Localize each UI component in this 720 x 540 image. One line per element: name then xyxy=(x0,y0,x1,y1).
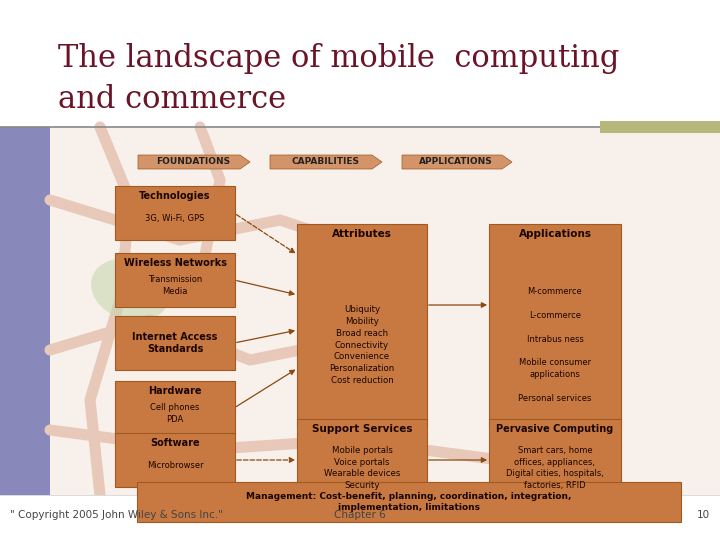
Bar xyxy=(600,121,720,133)
Text: APPLICATIONS: APPLICATIONS xyxy=(419,158,493,166)
Text: Software: Software xyxy=(150,438,200,448)
Text: Technologies: Technologies xyxy=(139,191,211,201)
FancyBboxPatch shape xyxy=(489,419,621,501)
Text: M-commerce

L-commerce

Intrabus ness

Mobile consumer
applications

Personal se: M-commerce L-commerce Intrabus ness Mobi… xyxy=(518,287,592,403)
Text: Internet Access
Standards: Internet Access Standards xyxy=(132,332,217,354)
Text: FOUNDATIONS: FOUNDATIONS xyxy=(156,158,230,166)
FancyBboxPatch shape xyxy=(115,186,235,240)
FancyBboxPatch shape xyxy=(115,253,235,307)
Text: Cell phones
PDA: Cell phones PDA xyxy=(150,403,199,423)
Text: Mobile portals
Voice portals
Wearable devices
Security: Mobile portals Voice portals Wearable de… xyxy=(324,446,400,490)
Bar xyxy=(0,495,720,540)
Text: 10: 10 xyxy=(697,510,710,520)
Text: Wireless Networks: Wireless Networks xyxy=(124,258,227,268)
Bar xyxy=(0,0,720,127)
Text: 3G, Wi-Fi, GPS: 3G, Wi-Fi, GPS xyxy=(145,214,204,222)
FancyBboxPatch shape xyxy=(137,482,681,522)
FancyBboxPatch shape xyxy=(115,381,235,435)
Text: Attributes: Attributes xyxy=(332,229,392,239)
Text: Chapter 6: Chapter 6 xyxy=(334,510,386,520)
Text: The landscape of mobile  computing: The landscape of mobile computing xyxy=(58,43,619,73)
Text: Management: Cost-benefit, planning, coordination, integration,
implementation, l: Management: Cost-benefit, planning, coor… xyxy=(246,492,572,512)
FancyBboxPatch shape xyxy=(297,419,427,501)
Text: and commerce: and commerce xyxy=(58,84,286,116)
Text: Microbrowser: Microbrowser xyxy=(147,461,203,470)
Text: Applications: Applications xyxy=(518,229,592,239)
FancyArrow shape xyxy=(402,155,512,169)
Text: Support Services: Support Services xyxy=(312,424,413,434)
Text: Ubiquity
Mobility
Broad reach
Connectivity
Convenience
Personalization
Cost redu: Ubiquity Mobility Broad reach Connectivi… xyxy=(329,305,395,385)
Bar xyxy=(0,0,50,495)
FancyBboxPatch shape xyxy=(115,433,235,487)
Text: CAPABILITIES: CAPABILITIES xyxy=(291,158,359,166)
Text: Transmission
Media: Transmission Media xyxy=(148,275,202,295)
FancyBboxPatch shape xyxy=(297,224,427,426)
Bar xyxy=(50,127,720,495)
Ellipse shape xyxy=(91,259,169,321)
FancyBboxPatch shape xyxy=(115,316,235,370)
Text: " Copyright 2005 John Wiley & Sons Inc.": " Copyright 2005 John Wiley & Sons Inc." xyxy=(10,510,223,520)
FancyArrow shape xyxy=(138,155,250,169)
FancyArrow shape xyxy=(270,155,382,169)
Text: Pervasive Computing: Pervasive Computing xyxy=(496,424,613,434)
Text: Smart cars, home
offices, appliances,
Digital cities, hospitals,
factories, RFID: Smart cars, home offices, appliances, Di… xyxy=(506,446,604,490)
Text: Hardware: Hardware xyxy=(148,386,202,396)
FancyBboxPatch shape xyxy=(489,224,621,426)
